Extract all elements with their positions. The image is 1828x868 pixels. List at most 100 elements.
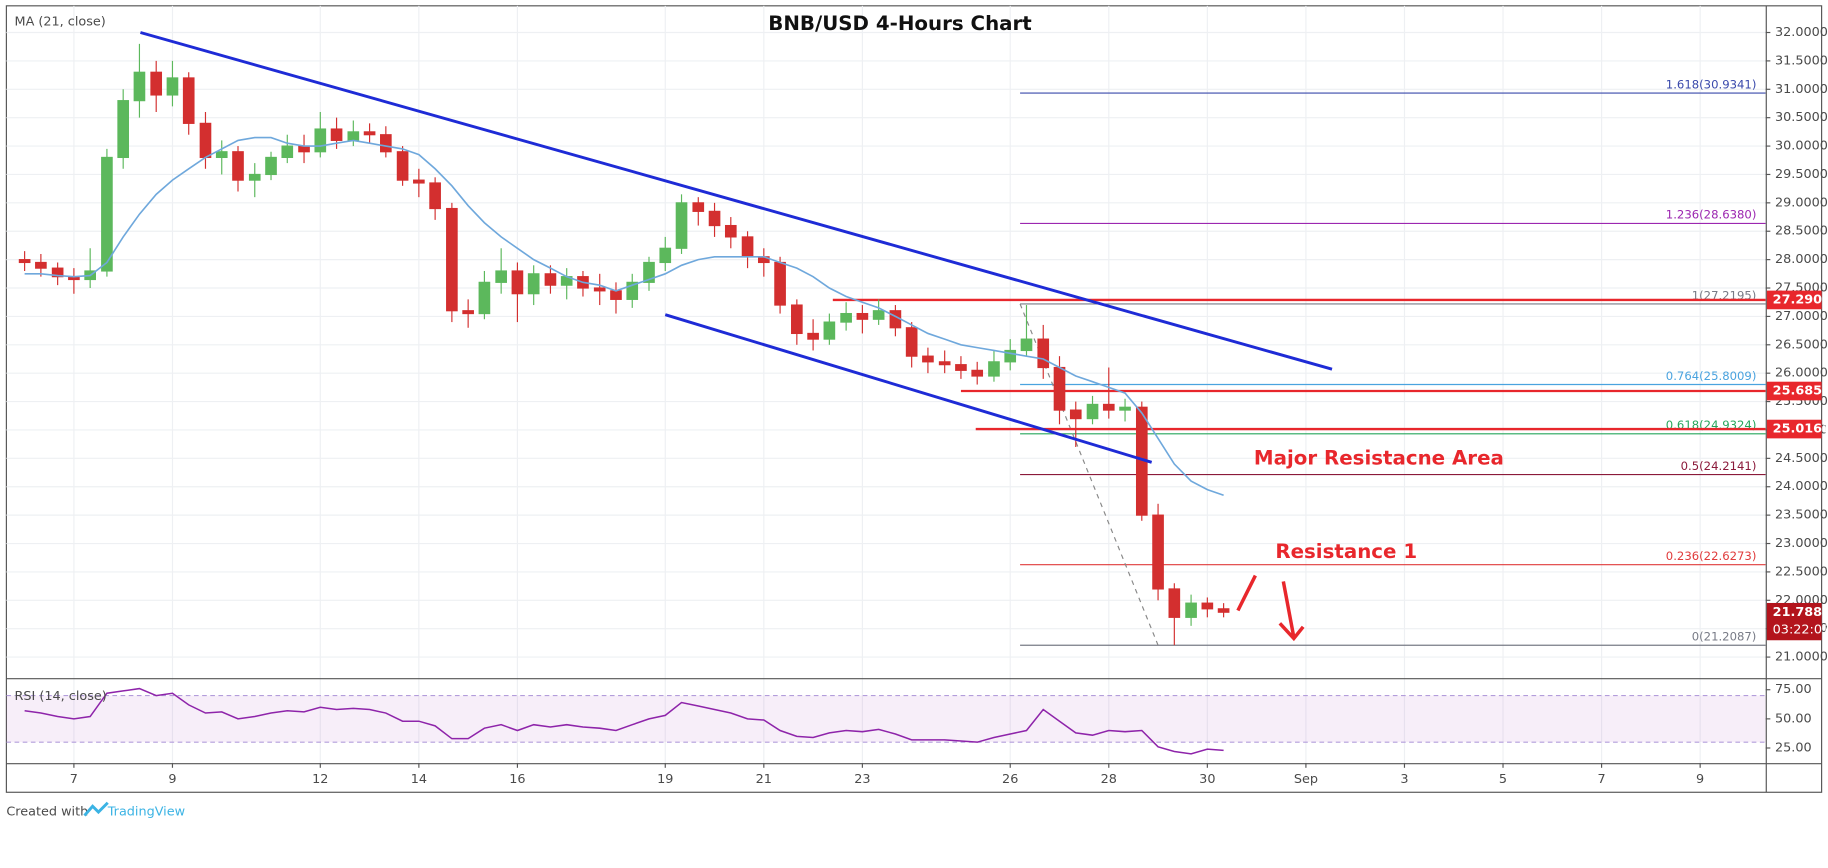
candle-body	[724, 224, 737, 238]
y-tick-label: 23.0000	[1775, 536, 1828, 551]
candle-body	[380, 134, 392, 153]
candle-body	[872, 310, 885, 320]
candle-body	[840, 312, 852, 323]
candle-body	[1053, 366, 1066, 411]
rsi-tick-label: 50.00	[1775, 711, 1812, 726]
x-tick-label: 5	[1499, 772, 1507, 787]
candle-body	[708, 210, 721, 227]
candle-body	[117, 100, 130, 159]
fib-label: 0.5(24.2141)	[1681, 459, 1757, 473]
candle-body	[856, 312, 869, 320]
x-tick-label: 7	[1598, 772, 1606, 787]
candle-body	[791, 304, 803, 335]
candle-body	[51, 267, 64, 278]
candle-body	[1168, 588, 1181, 618]
candle-body	[692, 202, 705, 212]
candle-body	[18, 259, 31, 264]
footer-created: Created with	[6, 805, 88, 820]
candle-body	[265, 156, 277, 176]
candle-body	[199, 122, 212, 159]
indicator-label: MA (21, close)	[15, 15, 106, 30]
footer-brand[interactable]: TradingView	[107, 805, 185, 820]
logo	[83, 801, 109, 817]
y-tick-label: 29.0000	[1775, 195, 1828, 210]
candle-body	[1217, 608, 1230, 613]
fib-label: 0(21.2087)	[1692, 630, 1757, 644]
candle-body	[248, 173, 261, 181]
axes: 21.000021.500022.000022.500023.000023.50…	[70, 25, 1828, 787]
candle-body	[133, 71, 146, 102]
candle-body	[298, 145, 310, 153]
candle-body	[823, 321, 836, 340]
price-tag	[1766, 290, 1822, 310]
countdown: 03:22:07	[1773, 622, 1828, 637]
candle-body	[988, 361, 1000, 377]
candle-body	[626, 281, 639, 300]
x-tick-label: 14	[411, 772, 427, 787]
ma-line	[24, 136, 1224, 497]
main-pane: 1.618(30.9341)1.236(28.6380)1(27.2195)0.…	[18, 31, 1766, 646]
candle-body	[347, 131, 360, 141]
y-tick-label: 30.0000	[1775, 139, 1828, 154]
candle-body	[396, 151, 409, 181]
y-tick-label: 28.5000	[1775, 224, 1828, 239]
fib-label: 0.764(25.8009)	[1666, 369, 1757, 383]
x-tick-label: 16	[509, 772, 525, 787]
fib-label: 1.236(28.6380)	[1666, 208, 1757, 222]
y-tick-label: 30.5000	[1775, 110, 1828, 125]
x-tick-label: 9	[1696, 772, 1704, 787]
y-tick-label: 24.5000	[1775, 451, 1828, 466]
x-tick-label: Sep	[1294, 772, 1318, 787]
x-tick-label: 7	[70, 772, 78, 787]
candle-body	[774, 261, 786, 306]
rsi-line	[24, 687, 1224, 755]
annotation: Resistance 1	[1275, 540, 1417, 563]
candle-body	[1102, 403, 1115, 411]
candle-body	[314, 128, 327, 153]
candle-body	[1086, 403, 1099, 420]
candle-body	[593, 287, 606, 292]
candle-body	[741, 236, 754, 258]
y-tick-label: 24.0000	[1775, 479, 1828, 494]
trendline	[140, 31, 1333, 371]
x-tick-label: 21	[756, 772, 772, 787]
x-tick-label: 23	[854, 772, 870, 787]
price-tag	[1766, 419, 1822, 439]
candle-body	[807, 332, 819, 340]
candle-body	[527, 273, 540, 295]
candle-body	[363, 131, 376, 136]
arrow-down	[1278, 581, 1305, 642]
candle-body	[938, 361, 951, 366]
rsi-label: RSI (14, close)	[15, 689, 107, 704]
rsi-band	[6, 695, 1766, 743]
candle-body	[643, 261, 655, 283]
candle-body	[544, 273, 557, 286]
candle-body	[281, 145, 294, 159]
candle-body	[1119, 406, 1131, 411]
y-tick-label: 31.5000	[1775, 53, 1828, 68]
x-tick-label: 12	[312, 772, 328, 787]
candle-body	[675, 202, 688, 249]
candle-body	[1004, 349, 1017, 363]
candle-body	[330, 128, 343, 141]
x-tick-label: 30	[1199, 772, 1215, 787]
last-price-tag	[1766, 602, 1822, 641]
price-tag-label: 25.0161	[1773, 422, 1828, 437]
last-price-label: 21.7888	[1773, 605, 1828, 620]
fib-label: 0.236(22.6273)	[1666, 549, 1757, 563]
candle-body	[1185, 602, 1197, 618]
x-tick-label: 28	[1101, 772, 1117, 787]
arrow-up	[1236, 574, 1257, 612]
candle-body	[659, 247, 672, 264]
grid	[6, 5, 1766, 764]
y-tick-label: 27.0000	[1775, 309, 1828, 324]
candle-body	[101, 156, 113, 272]
candle-body	[905, 327, 918, 357]
x-tick-label: 9	[168, 772, 176, 787]
candle-body	[511, 270, 524, 295]
candle-body	[955, 364, 967, 371]
y-tick-label: 32.0000	[1775, 25, 1828, 40]
candle-body	[1037, 338, 1050, 369]
